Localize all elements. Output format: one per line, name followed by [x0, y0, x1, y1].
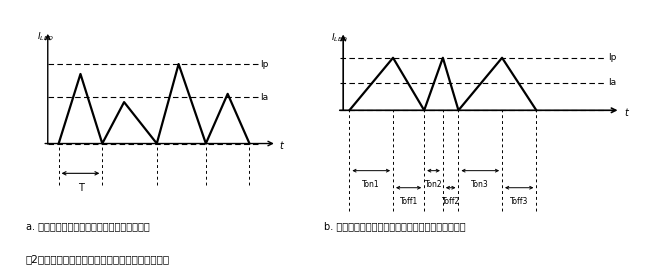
Text: a. 固定频率，输出电流随输入电压变化而变化: a. 固定频率，输出电流随输入电压变化而变化	[26, 221, 150, 231]
Text: Ip: Ip	[260, 60, 269, 68]
Text: $I_{LED}$: $I_{LED}$	[331, 31, 347, 44]
Text: Toff1: Toff1	[400, 197, 418, 206]
Text: b. 固定关断时间，输出电流不随输入电压变化而变化: b. 固定关断时间，输出电流不随输入电压变化而变化	[324, 221, 466, 231]
Text: Ia: Ia	[260, 93, 269, 102]
Text: Toff2: Toff2	[441, 197, 459, 206]
Text: Ton1: Ton1	[362, 180, 380, 189]
Text: Ia: Ia	[608, 78, 616, 87]
Text: $I_{LED}$: $I_{LED}$	[37, 31, 54, 43]
Text: T: T	[77, 183, 84, 193]
Text: $t$: $t$	[624, 106, 630, 118]
Text: Ton2: Ton2	[424, 180, 443, 189]
Text: Ip: Ip	[608, 53, 617, 62]
Text: Toff3: Toff3	[510, 197, 528, 206]
Text: 图2：系统电路稳定状态下的输出电流波形示意图。: 图2：系统电路稳定状态下的输出电流波形示意图。	[26, 254, 170, 264]
Text: $t$: $t$	[280, 139, 286, 151]
Text: Ton3: Ton3	[471, 180, 489, 189]
